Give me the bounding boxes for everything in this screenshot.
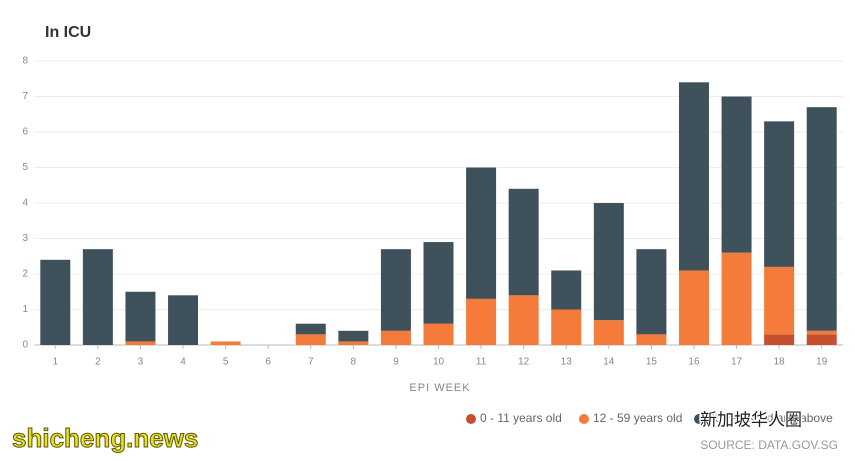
x-axis-title: EPI WEEK <box>409 382 470 394</box>
y-tick-label: 5 <box>22 162 28 173</box>
bar-segment <box>466 167 497 299</box>
x-tick-label: 1 <box>53 357 59 368</box>
bar-segment <box>593 320 624 345</box>
bar-segment <box>423 242 454 324</box>
x-tick-label: 3 <box>138 357 144 368</box>
y-tick-label: 3 <box>22 233 28 244</box>
legend-label: 0 - 11 years old <box>480 411 562 425</box>
x-tick-label: 16 <box>688 357 700 368</box>
y-tick-label: 8 <box>22 56 28 67</box>
x-tick-label: 4 <box>180 357 186 368</box>
watermark: 新加坡华人圈 <box>700 410 802 429</box>
bar-segment <box>295 334 326 345</box>
x-tick-label: 13 <box>561 357 573 368</box>
y-tick-label: 0 <box>22 340 28 351</box>
bar-segment <box>551 270 582 310</box>
bar-segment <box>125 341 156 345</box>
x-tick-label: 15 <box>646 357 658 368</box>
x-tick-label: 9 <box>393 357 399 368</box>
y-tick-label: 7 <box>22 91 28 102</box>
bar-segment <box>806 107 837 331</box>
bar-segment <box>764 334 795 345</box>
x-tick-label: 17 <box>731 357 743 368</box>
bar-segment <box>508 295 539 345</box>
bar-segment <box>721 252 752 345</box>
bar-segment <box>764 121 795 267</box>
x-tick-label: 8 <box>351 357 357 368</box>
bar-segment <box>636 249 667 335</box>
y-tick-label: 1 <box>22 304 28 315</box>
legend-swatch <box>579 414 589 424</box>
bar-segment <box>338 330 369 342</box>
watermark: shicheng.news <box>12 423 198 453</box>
x-tick-label: 2 <box>95 357 101 368</box>
bar-segment <box>82 249 113 345</box>
bar-segment <box>168 295 199 345</box>
legend-swatch <box>694 414 704 424</box>
x-tick-label: 12 <box>518 357 530 368</box>
legend-label: 60 years old and above <box>708 411 833 425</box>
bar-segment <box>551 309 582 345</box>
bar-segment <box>721 96 752 253</box>
x-tick-label: 18 <box>774 357 786 368</box>
x-tick-label: 10 <box>433 357 445 368</box>
x-tick-label: 19 <box>816 357 828 368</box>
bar-segment <box>295 323 326 335</box>
x-tick-label: 14 <box>603 357 615 368</box>
bar-segment <box>210 341 241 345</box>
source: SOURCE: DATA.GOV.SG <box>700 438 838 452</box>
y-tick-label: 2 <box>22 269 28 280</box>
bar-segment <box>40 259 71 345</box>
bar-segment <box>338 341 369 345</box>
bar-segment <box>678 82 709 271</box>
x-tick-label: 7 <box>308 357 314 368</box>
bar-segment <box>806 334 837 345</box>
legend-label: 12 - 59 years old <box>593 411 682 425</box>
bar-segment <box>125 291 156 342</box>
x-tick-label: 5 <box>223 357 229 368</box>
bar-segment <box>466 298 497 345</box>
x-tick-label: 11 <box>476 357 487 368</box>
bar-segment <box>423 323 454 345</box>
bar-segment <box>508 188 539 296</box>
bar-segment <box>806 330 837 335</box>
bar-segment <box>593 203 624 321</box>
chart-title: In ICU <box>45 24 91 41</box>
y-tick-label: 6 <box>22 127 28 138</box>
x-tick-label: 6 <box>265 357 271 368</box>
bar-segment <box>764 266 795 335</box>
bar-segment <box>636 334 667 345</box>
legend-swatch <box>466 414 476 424</box>
y-tick-label: 4 <box>22 198 28 209</box>
bar-segment <box>380 330 411 345</box>
bar-segment <box>380 249 411 331</box>
bar-segment <box>678 270 709 345</box>
